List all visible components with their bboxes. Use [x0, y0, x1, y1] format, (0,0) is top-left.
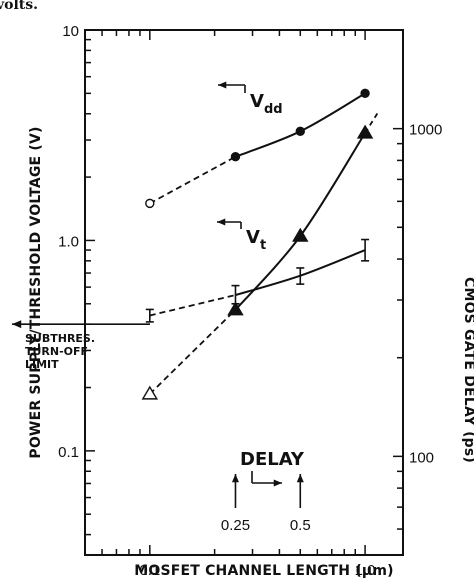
series-dashed-line — [149, 309, 237, 395]
series-label-vdd: Vdd — [250, 91, 283, 117]
data-point — [141, 385, 159, 400]
axes: 0.1 1.0 0.1 1.0 10 100 1000 — [58, 23, 442, 579]
subthreshold-arrow-head — [12, 320, 22, 329]
series-v: Vt — [145, 218, 370, 323]
data-point — [230, 151, 241, 162]
header-fragment: volts. — [0, 0, 38, 13]
series-dashed-line — [149, 294, 236, 317]
arrow-left — [218, 81, 245, 89]
data-point — [295, 126, 305, 137]
arrow-right — [252, 479, 282, 487]
x-marker-arrow — [231, 474, 239, 508]
y-tick-label: 0.1 — [58, 444, 79, 461]
subthreshold-label: LIMIT — [25, 358, 59, 371]
series-label-subscript: t — [260, 238, 266, 253]
data-point — [227, 301, 244, 316]
x-tick-label: 0.1 — [139, 562, 160, 579]
y2-axis-title: CMOS GATE DELAY (ps) — [461, 277, 474, 463]
series-layer: Vdd Vt DELAY — [141, 81, 379, 487]
arrow-left — [217, 218, 241, 226]
y2-tick-label: 1000 — [409, 122, 442, 139]
series-delay: DELAY — [141, 111, 379, 487]
y-axis-title: POWER SUPPLY/THRESHOLD VOLTAGE (V) — [28, 126, 44, 458]
series-label-vt: Vt — [246, 227, 266, 253]
series-v: Vdd — [145, 81, 370, 209]
x-marker-arrow-head — [296, 474, 304, 483]
x-tick-label: 1.0 — [355, 562, 376, 579]
vdd-arrow — [218, 81, 246, 93]
x-marker-label: 0.5 — [290, 517, 311, 534]
y-tick-label: 1.0 — [58, 233, 79, 250]
series-dashed-line — [149, 155, 236, 205]
arrow-left-head — [217, 218, 226, 226]
vt-arrow — [217, 218, 242, 229]
subthreshold-arrow — [12, 320, 150, 329]
plot-frame — [84, 29, 404, 556]
x-axis-title: MOSFET CHANNEL LENGTH (μm) — [134, 563, 394, 579]
x-marker-arrow — [296, 474, 304, 508]
data-point — [292, 227, 309, 242]
y-tick-label: 10 — [62, 23, 79, 40]
x-marker-label: 0.25 — [221, 517, 250, 534]
x-marker-arrow-head — [231, 474, 239, 483]
arrow-left-head — [218, 81, 227, 89]
y2-tick-label: 100 — [409, 449, 434, 466]
series-label-delay: DELAY — [240, 449, 305, 470]
series-label-subscript: dd — [264, 102, 283, 117]
delay-arrow — [251, 471, 282, 487]
arrow-right-head — [273, 479, 282, 487]
data-point — [360, 88, 370, 99]
data-point — [356, 124, 374, 139]
subthreshold-label: TURN-OFF — [25, 345, 88, 358]
subthreshold-label: SUBTHRES. — [25, 332, 95, 345]
data-point — [145, 198, 155, 209]
